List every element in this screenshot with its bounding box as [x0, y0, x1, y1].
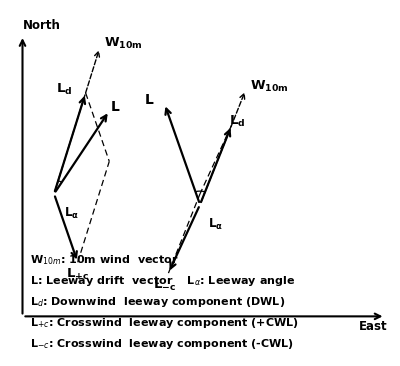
Text: L: Leeway drift  vector    L$_{\alpha}$: Leeway angle: L: Leeway drift vector L$_{\alpha}$: Lee… — [30, 274, 296, 288]
Text: $\mathbf{L_{\alpha}}$: $\mathbf{L_{\alpha}}$ — [64, 206, 79, 221]
Text: $\mathbf{L_d}$: $\mathbf{L_d}$ — [229, 114, 246, 129]
Text: $\mathbf{W_{10m}}$: $\mathbf{W_{10m}}$ — [104, 36, 142, 51]
Text: $\mathbf{L_d}$: $\mathbf{L_d}$ — [56, 82, 72, 97]
Text: $\mathbf{L}$: $\mathbf{L}$ — [110, 100, 120, 114]
Text: $\mathbf{L_{\alpha}}$: $\mathbf{L_{\alpha}}$ — [208, 217, 223, 232]
Text: $\mathbf{L_{+c}}$: $\mathbf{L_{+c}}$ — [66, 268, 89, 283]
Text: North: North — [22, 19, 60, 31]
Text: L$_{+c}$: Crosswind  leeway component (+CWL): L$_{+c}$: Crosswind leeway component (+C… — [30, 316, 299, 330]
Text: L$_{d}$: Downwind  leeway component (DWL): L$_{d}$: Downwind leeway component (DWL) — [30, 295, 286, 309]
Text: $\mathbf{L_{-c}}$: $\mathbf{L_{-c}}$ — [153, 278, 176, 293]
Text: $\mathbf{L}$: $\mathbf{L}$ — [144, 93, 154, 107]
Text: $\mathbf{W_{10m}}$: $\mathbf{W_{10m}}$ — [250, 78, 288, 94]
Text: L$_{-c}$: Crosswind  leeway component (-CWL): L$_{-c}$: Crosswind leeway component (-C… — [30, 337, 294, 351]
Text: East: East — [359, 320, 387, 333]
Text: W$_{10m}$: 10m wind  vector: W$_{10m}$: 10m wind vector — [30, 253, 179, 267]
